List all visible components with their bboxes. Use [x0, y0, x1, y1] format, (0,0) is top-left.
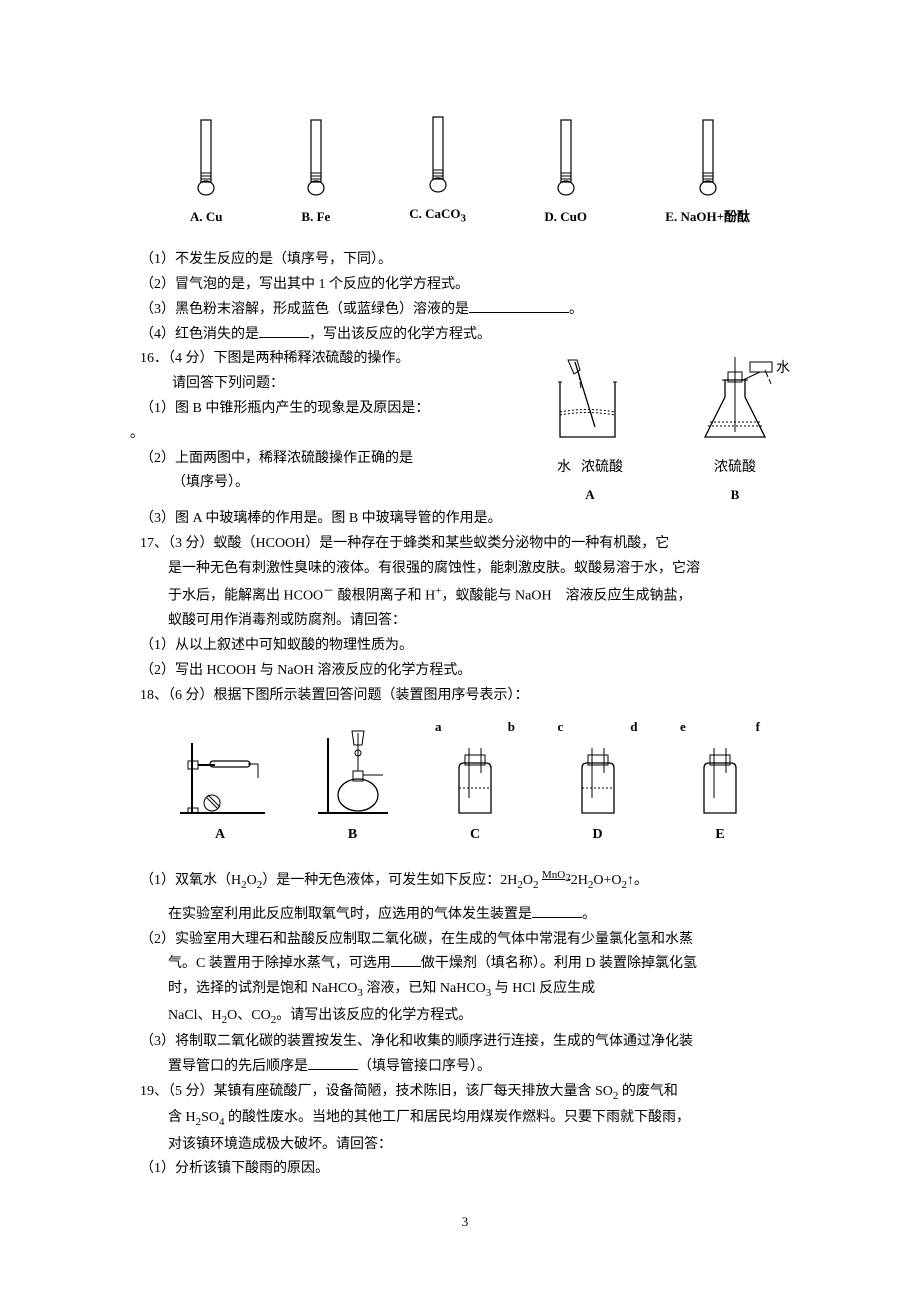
apparatus-c-icon — [445, 743, 505, 818]
test-tube-icon — [423, 115, 453, 195]
tube-e: E. NaOH+酚酞 — [665, 118, 750, 228]
tube-c: C. CaCO3 — [409, 115, 466, 228]
q17-1: （1）从以上叙述中可知蚁酸的物理性质为。 — [140, 634, 790, 658]
q18-2-l3: 时，选择的试剂是饱和 NaHCO3 溶液，已知 NaHCO3 与 HCl 反应生… — [140, 977, 790, 1002]
apparatus-d-icon — [568, 743, 628, 818]
label-water-b: 水 — [776, 357, 790, 381]
apparatus-d: c d D — [558, 716, 638, 847]
q19-l3: 对该镇环境造成极大破坏。请回答： — [140, 1133, 790, 1157]
tube-a: A. Cu — [190, 118, 223, 228]
q18-3-l2: 置导管口的先后顺序是（填导管接口序号）。 — [140, 1055, 790, 1079]
app-label-c: C — [470, 823, 480, 847]
app-label-d: D — [592, 823, 602, 847]
blank-q18-2 — [391, 953, 421, 967]
apparatus-diagram: A B a b — [140, 708, 790, 851]
diagram-a-label: A — [585, 484, 594, 506]
q16-3: （3）图 A 中玻璃棒的作用是。图 B 中玻璃导管的作用是。 — [140, 507, 790, 531]
q17-l2: 是一种无色有刺激性臭味的液体。有很强的腐蚀性，能刺激皮肤。蚁酸易溶于水，它溶 — [140, 557, 790, 581]
test-tube-icon — [301, 118, 331, 198]
blank-q18-3 — [308, 1056, 358, 1070]
port-c: c — [558, 716, 564, 738]
app-label-e: E — [715, 823, 724, 847]
flask-b-icon — [680, 352, 790, 452]
q15-4: （4）红色消失的是，写出该反应的化学方程式。 — [140, 323, 790, 347]
tube-d: D. CuO — [544, 118, 587, 228]
q17-l4: 蚁酸可用作消毒剂或防腐剂。请回答： — [140, 609, 790, 633]
test-tube-icon — [191, 118, 221, 198]
q18-3-l1: （3）将制取二氧化碳的装置按发生、净化和收集的顺序进行连接，生成的气体通过净化装 — [140, 1030, 790, 1054]
diagram-b-label: B — [731, 484, 740, 506]
blank-q15-4 — [259, 324, 309, 338]
test-tube-icon — [693, 118, 723, 198]
port-d: d — [630, 716, 637, 738]
port-b: b — [508, 716, 515, 738]
app-label-b: B — [348, 823, 357, 847]
port-f: f — [756, 716, 760, 738]
apparatus-b: B — [313, 723, 393, 847]
tube-b: B. Fe — [301, 118, 331, 228]
tube-label-d: D. CuO — [544, 206, 587, 228]
q18-1: （1）双氧水（H2O2）是一种无色液体，可发生如下反应：2H2O2 MnO22H… — [140, 869, 790, 894]
q19-l2: 含 H2SO4 的酸性废水。当地的其他工厂和居民均用煤炭作燃料。只要下雨就下酸雨… — [140, 1106, 790, 1131]
tube-label-a: A. Cu — [190, 206, 223, 228]
label-sulfuric-b: 浓硫酸 — [714, 456, 756, 480]
q15-block: （1）不发生反应的是（填序号，下同）。 （2）冒气泡的是，写出其中 1 个反应的… — [140, 248, 790, 346]
q15-1: （1）不发生反应的是（填序号，下同）。 — [140, 248, 790, 272]
q15-3: （3）黑色粉末溶解，形成蓝色（或蓝绿色）溶液的是。 — [140, 298, 790, 322]
app-label-a: A — [215, 823, 225, 847]
apparatus-c: a b C — [435, 716, 515, 847]
apparatus-a: A — [170, 723, 270, 847]
q17-l3: 于水后，能解离出 HCOO－ 酸根阴离子和 H+，蚁酸能与 NaOH 溶液反应生… — [140, 582, 790, 608]
tube-label-c: C. CaCO3 — [409, 203, 466, 228]
q17-2: （2）写出 HCOOH 与 NaOH 溶液反应的化学方程式。 — [140, 659, 790, 683]
beaker-a-icon — [530, 352, 650, 452]
apparatus-e: e f E — [680, 716, 760, 847]
q17-block: 17、（3 分）蚁酸（HCOOH）是一种存在于蜂类和某些蚁类分泌物中的一种有机酸… — [140, 532, 790, 682]
label-sulfuric-a: 浓硫酸 — [581, 456, 623, 480]
label-water-a: 水 — [557, 456, 571, 480]
q18-head: 18、（6 分）根据下图所示装置回答问题（装置图用序号表示）： — [140, 684, 790, 708]
q18-1-2: 在实验室利用此反应制取氧气时，应选用的气体发生装置是。 — [140, 903, 790, 927]
tube-label-e: E. NaOH+酚酞 — [665, 206, 750, 228]
blank-q18-1 — [532, 904, 582, 918]
q19-1: （1）分析该镇下酸雨的原因。 — [140, 1157, 790, 1181]
apparatus-b-icon — [313, 723, 393, 818]
blank-q15-3 — [469, 299, 569, 313]
q16-block: 水 浓硫酸 A 浓硫酸 B 水 16．（4 分）下图是两种 — [140, 347, 790, 531]
apparatus-a-icon — [170, 723, 270, 818]
dilution-diagram-b: 浓硫酸 B 水 — [680, 352, 790, 506]
q17-l1: 17、（3 分）蚁酸（HCOOH）是一种存在于蜂类和某些蚁类分泌物中的一种有机酸… — [140, 532, 790, 556]
q18-2-l1: （2）实验室用大理石和盐酸反应制取二氧化碳，在生成的气体中常混有少量氯化氢和水蒸 — [140, 928, 790, 952]
port-a: a — [435, 716, 442, 738]
q18-block: 18、（6 分）根据下图所示装置回答问题（装置图用序号表示）： A — [140, 684, 790, 1079]
port-e: e — [680, 716, 686, 738]
page-number: 3 — [140, 1211, 790, 1233]
apparatus-e-icon — [690, 743, 750, 818]
test-tube-row: A. Cu B. Fe C. CaCO3 D. CuO E. NaOH+ — [140, 100, 790, 233]
test-tube-icon — [551, 118, 581, 198]
dilution-diagram-a: 水 浓硫酸 A — [530, 352, 650, 506]
q15-2: （2）冒气泡的是，写出其中 1 个反应的化学方程式。 — [140, 273, 790, 297]
tube-label-b: B. Fe — [301, 206, 330, 228]
q19-l1: 19、（5 分）某镇有座硫酸厂，设备简陋，技术陈旧，该厂每天排放大量含 SO2 … — [140, 1080, 790, 1105]
q18-2-l4: NaCl、H2O、CO2。请写出该反应的化学方程式。 — [140, 1004, 790, 1029]
q19-block: 19、（5 分）某镇有座硫酸厂，设备简陋，技术陈旧，该厂每天排放大量含 SO2 … — [140, 1080, 790, 1182]
q18-2-l2: 气。C 装置用于除掉水蒸气，可选用做干燥剂（填名称）。利用 D 装置除掉氯化氢 — [140, 952, 790, 976]
